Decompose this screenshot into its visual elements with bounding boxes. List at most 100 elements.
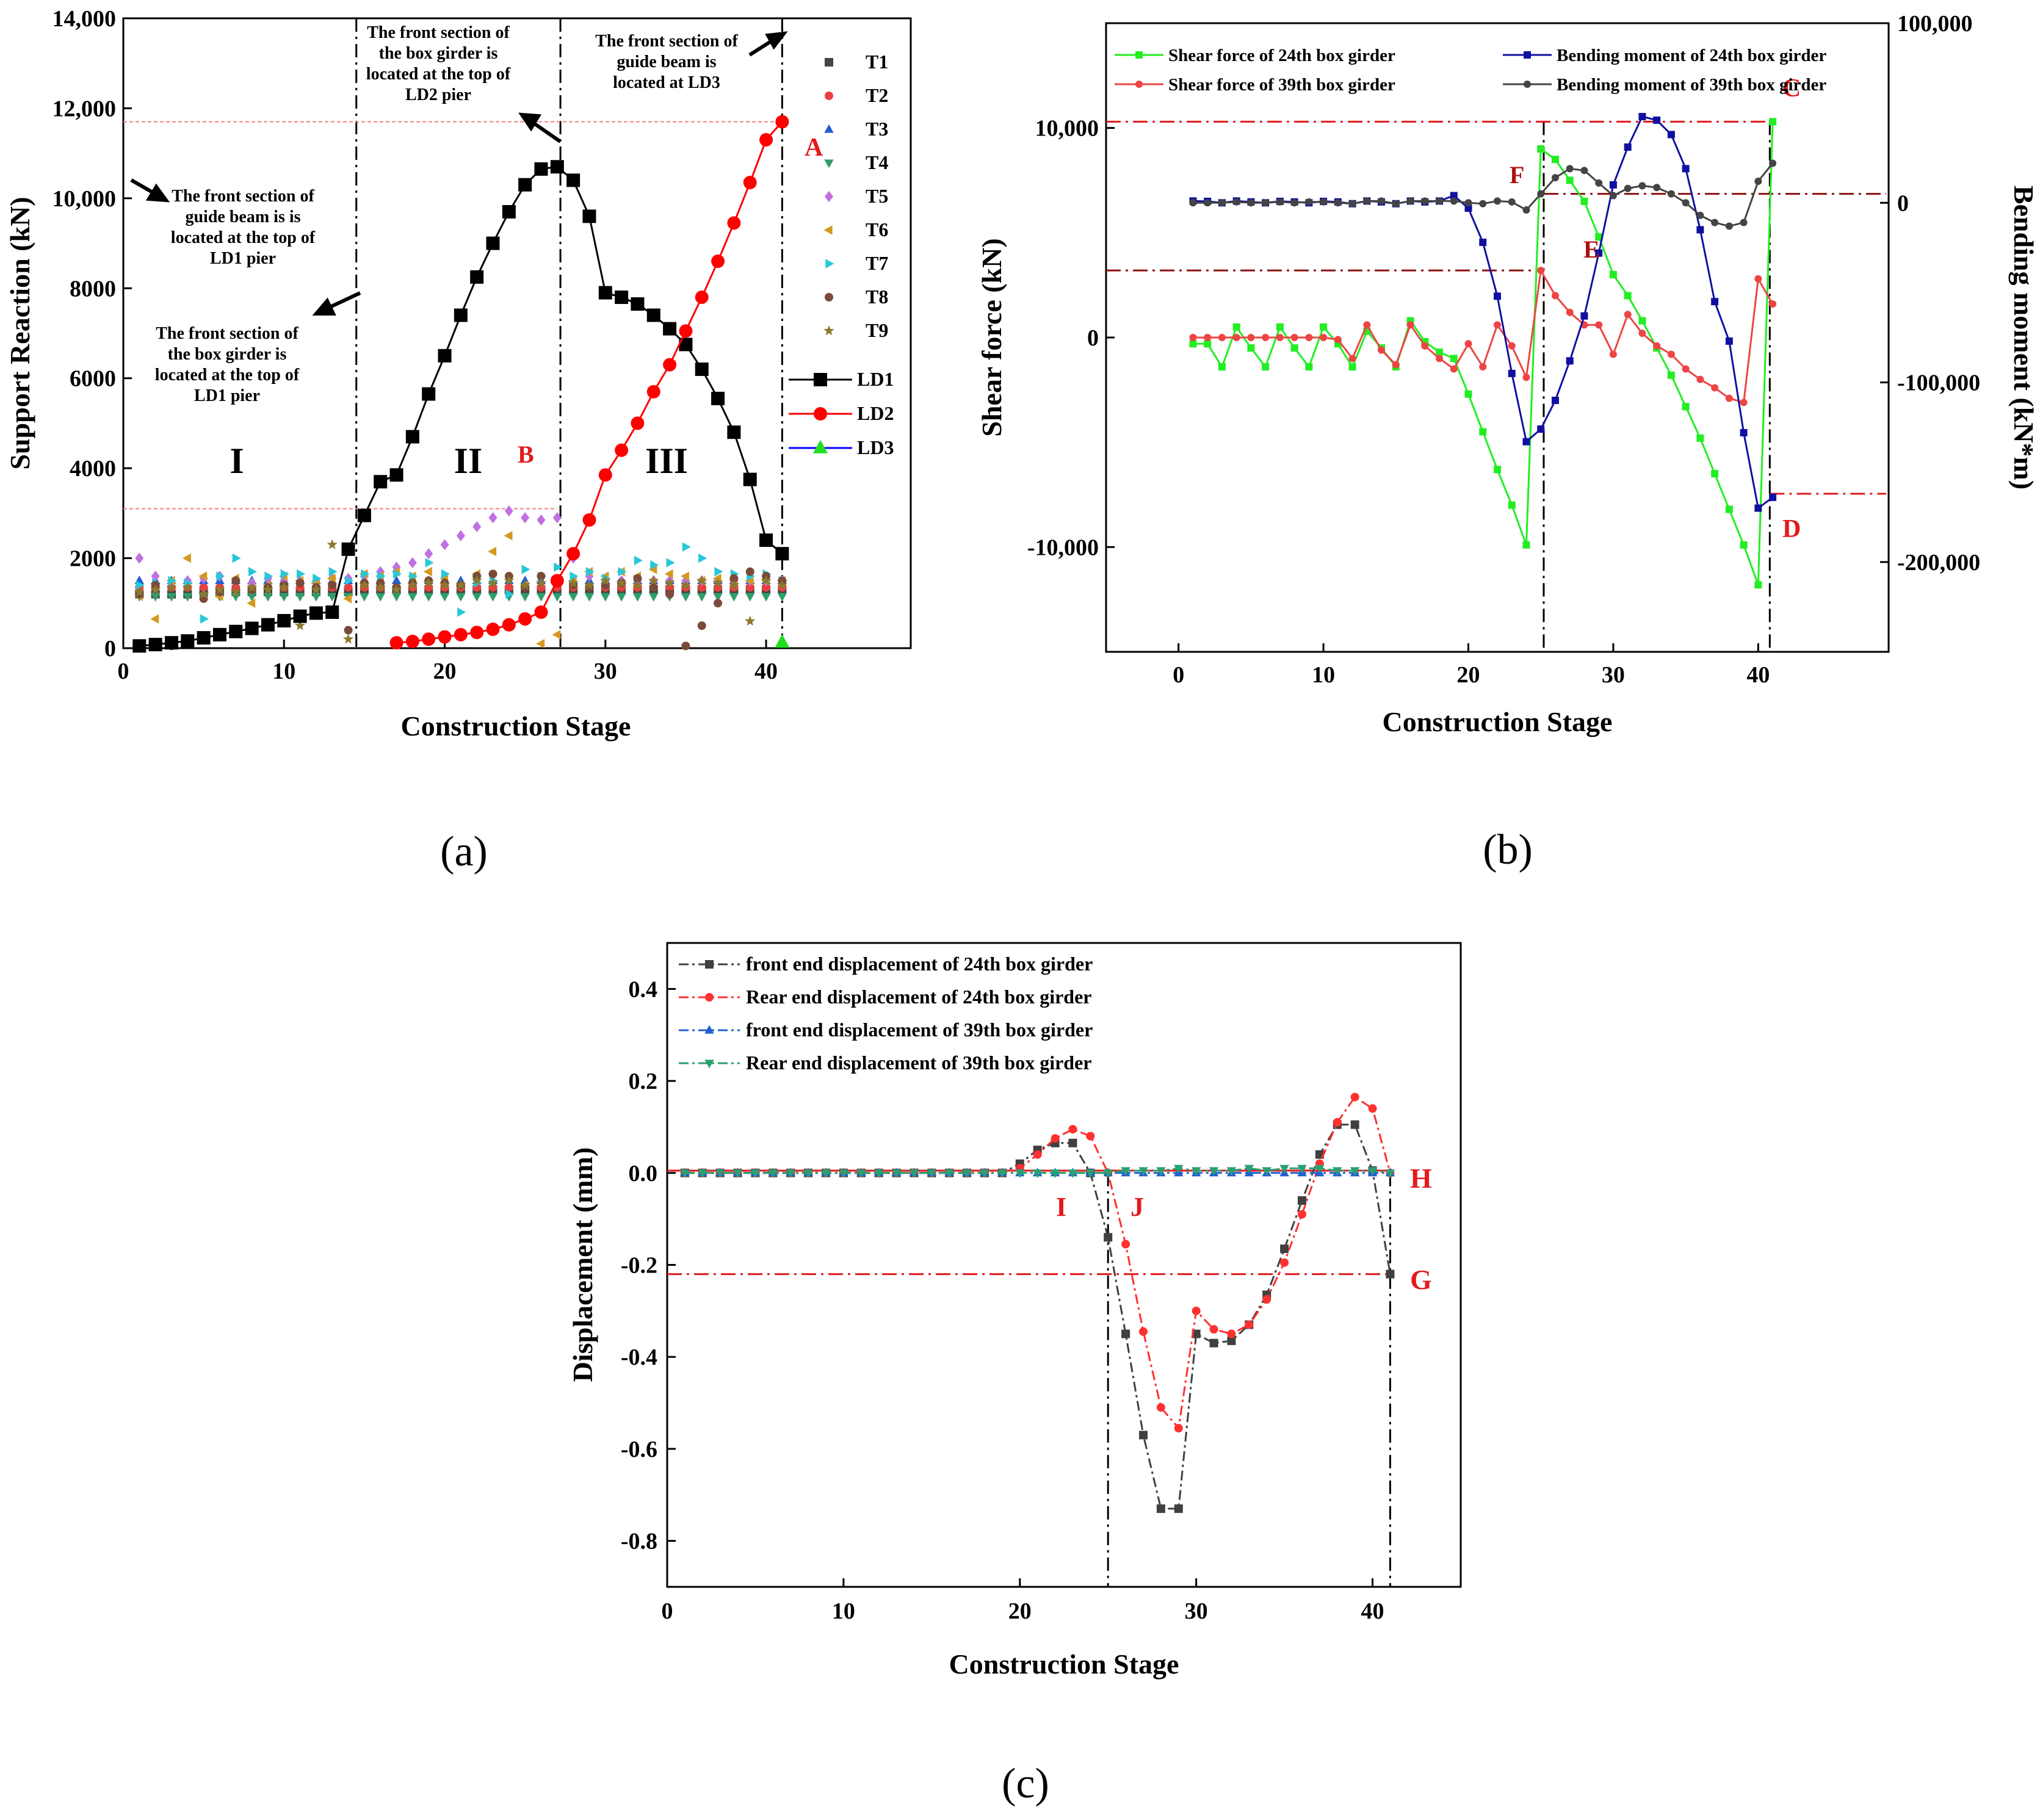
marker-label-B: B [518, 441, 534, 468]
data-point-series-3 [1609, 181, 1617, 189]
legend-marker-T8 [825, 293, 833, 302]
scatter-point-T7 [698, 553, 707, 563]
data-point-series-4 [1156, 1167, 1166, 1176]
scatter-point-T4 [424, 593, 433, 602]
data-point-series-2 [1653, 342, 1661, 350]
data-point-series-3 [1667, 131, 1675, 139]
data-point-series-1 [1740, 541, 1748, 549]
data-point-series-2 [1464, 340, 1472, 348]
scatter-point-T6 [150, 614, 159, 624]
data-point-series-4 [1247, 199, 1255, 207]
scatter-point-T4 [472, 593, 482, 602]
scatter-point-T7 [505, 589, 515, 599]
scatter-point-T9 [487, 577, 499, 588]
y2-tick-label: 0 [1897, 190, 1909, 216]
data-point-series-2 [1624, 311, 1632, 319]
scatter-point-T6 [536, 638, 545, 649]
chart-a: 0 10 20 30 40 0 2000 4000 6000 8000 10,000 12,000 14… [4, 6, 912, 875]
legend-label: Rear end displacement of 24th box girder [746, 986, 1091, 1008]
y-tick-label: 0.4 [629, 977, 658, 1002]
scatter-point-T8 [328, 580, 337, 590]
data-point-series-4 [1032, 1169, 1043, 1179]
y2-tick-label: 100,000 [1897, 11, 1973, 37]
scatter-point-T8 [729, 574, 739, 583]
data-point-series-2 [1320, 334, 1328, 341]
data-point-series-4 [1711, 218, 1719, 226]
scatter-point-T7 [377, 571, 386, 581]
data-point-LD2 [759, 133, 773, 147]
annotation-line: located at the top of [171, 228, 316, 247]
data-point-series-1 [1609, 271, 1617, 278]
data-point-series-1 [1320, 323, 1328, 331]
y-tick-label: 0 [104, 636, 116, 662]
legend-marker [705, 993, 714, 1002]
y-tick-label: 10,000 [52, 186, 117, 212]
data-point-series-4 [1367, 1167, 1378, 1176]
scatter-point-T9 [712, 577, 723, 588]
legend-marker-LD3 [812, 439, 828, 453]
chart-b: 0 10 20 30 40 -10,000 0 10,000 -200,000 -100,000 0… [976, 11, 2039, 873]
data-point-series-4 [1174, 1165, 1184, 1174]
data-point-series-4 [1315, 1165, 1325, 1174]
data-point-series-4 [891, 1169, 902, 1179]
data-point-series-4 [1754, 177, 1762, 185]
data-point-LD1 [164, 636, 178, 650]
data-point-series-3 [1725, 337, 1733, 345]
scatter-point-T7 [280, 569, 289, 579]
data-point-series-4 [1015, 1169, 1025, 1179]
marker-label-D: D [1782, 515, 1801, 543]
data-point-series-4 [803, 1169, 813, 1179]
scatter-point-T4 [617, 593, 626, 602]
marker-label-C: C [1782, 74, 1801, 103]
data-point-LD1 [212, 627, 226, 641]
legend-marker [1524, 51, 1531, 59]
scatter-point-T6 [488, 546, 497, 557]
scatter-point-T7 [248, 566, 258, 577]
data-point-series-4 [927, 1169, 937, 1179]
data-point-series-4 [1508, 198, 1516, 206]
legend-label-T1: T1 [866, 51, 888, 73]
data-point-series-2 [1139, 1327, 1148, 1336]
scatter-point-T5 [504, 505, 513, 517]
scatter-point-T8 [344, 626, 353, 635]
data-point-series-4 [1276, 198, 1284, 206]
data-point-series-4 [1262, 1167, 1271, 1176]
data-point-series-2 [1174, 1424, 1183, 1433]
data-point-series-3 [1566, 357, 1574, 365]
marker-label-G: G [1410, 1264, 1432, 1295]
scatter-point-T8 [665, 590, 675, 599]
data-point-series-1 [1305, 363, 1313, 371]
data-point-series-1 [1139, 1431, 1148, 1440]
legend-marker [1135, 81, 1143, 88]
data-point-series-4 [1262, 199, 1270, 207]
scatter-point-T8 [681, 641, 690, 651]
scatter-point-T5 [537, 514, 546, 526]
scatter-point-T6 [648, 565, 657, 574]
marker-label-I: I [1056, 1192, 1066, 1222]
chart-a-panel-label: (a) [440, 828, 488, 875]
legend-label: front end displacement of 24th box girde… [746, 953, 1093, 975]
data-point-series-4 [1350, 1167, 1360, 1176]
scatter-point-T4 [681, 593, 691, 602]
x-tick-label: 30 [1602, 662, 1625, 688]
scatter-point-T8 [649, 583, 658, 592]
x-tick-label: 0 [118, 659, 129, 684]
data-point-series-1 [1580, 197, 1588, 205]
scatter-point-T6 [681, 571, 690, 581]
legend-marker-T7 [825, 259, 834, 269]
annotation-line: guide beam is is [185, 208, 300, 226]
data-point-LD1 [679, 338, 693, 352]
data-point-LD2 [470, 626, 484, 640]
data-point-LD3 [775, 634, 790, 648]
data-point-series-4 [1085, 1169, 1096, 1179]
scatter-point-T7 [136, 580, 145, 590]
annotation-line: The front section of [367, 23, 510, 42]
data-point-series-4 [1226, 1167, 1237, 1176]
scatter-point-T7 [392, 569, 402, 579]
annotation-arrows [130, 31, 788, 316]
data-point-series-3 [1682, 165, 1690, 173]
data-point-series-2 [1392, 361, 1400, 369]
scatter-point-T6 [552, 630, 561, 640]
legend-marker-T9 [823, 325, 834, 336]
legend-marker [704, 1060, 714, 1069]
